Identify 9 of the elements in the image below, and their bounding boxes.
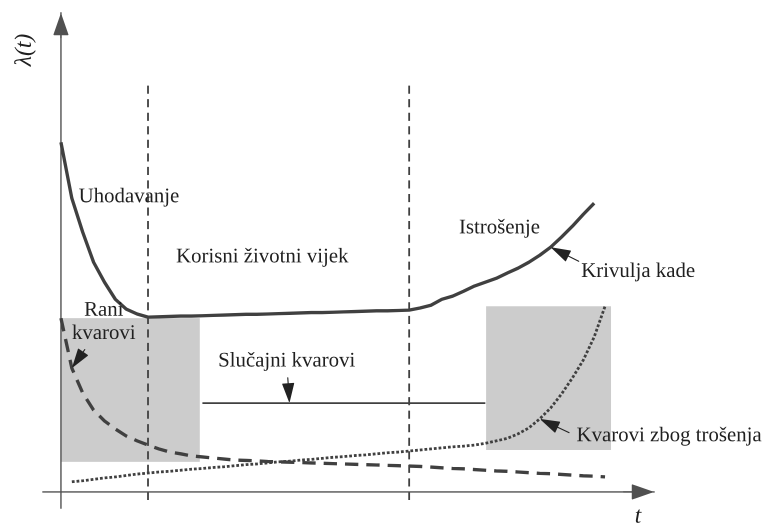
annotation: Uhodavanje — [79, 188, 179, 207]
annotation: Istrošenje — [460, 218, 540, 238]
y-axis-title: λ(t) — [14, 34, 36, 67]
series-label: Krivulja kade — [582, 262, 694, 282]
annotation: Korisni životni vijek — [176, 248, 348, 267]
series-label: Rani kvarovi — [72, 302, 136, 340]
series-label: Slučajni kvarovi — [220, 352, 355, 371]
series-label: Kvarovi zbog trošenja — [577, 426, 762, 446]
x-axis-title: t — [636, 509, 642, 523]
